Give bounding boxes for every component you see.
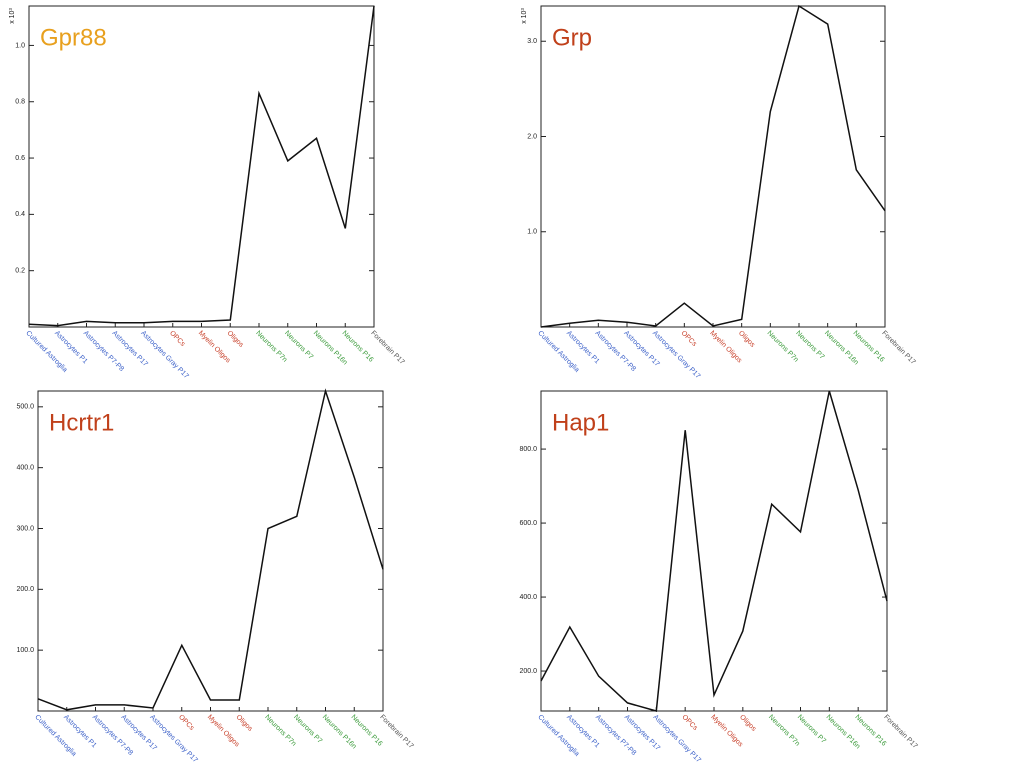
plot-frame: [28, 5, 375, 328]
x-tick-label: Neurons P7n: [263, 714, 297, 748]
y-tick-label: 2.0: [527, 133, 537, 140]
y-tick-label: 3.0: [527, 38, 537, 45]
y-tick-label: 200.0: [16, 586, 34, 593]
y-axis-label: x 10³: [521, 8, 528, 24]
plot-frame: [37, 390, 384, 712]
data-line: [37, 388, 384, 711]
x-tick-label: Astrocytes Gray P17: [148, 714, 198, 764]
y-tick-label: 1.0: [527, 229, 537, 236]
x-tick-label: Astrocytes Gray P17: [651, 330, 701, 380]
y-tick-label: 0.8: [15, 99, 25, 106]
x-tick-label: OPCs: [680, 714, 699, 733]
x-tick-label: Forebrain P17: [882, 714, 918, 750]
y-tick-label: 200.0: [519, 668, 537, 675]
y-axis-label: x 10³: [9, 8, 16, 24]
x-tick-label: Forebrain P17: [369, 330, 405, 366]
plot-frame: [540, 390, 888, 712]
x-tick-label: Forebrain P17: [378, 714, 414, 750]
chart-title: Hcrtr1: [49, 409, 114, 436]
x-tick-label: Neurons P7: [794, 330, 825, 361]
x-tick-label: OPCs: [680, 330, 699, 349]
chart-title: Grp: [552, 24, 592, 51]
y-tick-label: 600.0: [519, 520, 537, 527]
y-tick-label: 0.4: [15, 211, 25, 218]
x-tick-label: Oligos: [737, 330, 756, 349]
y-tick-label: 500.0: [16, 404, 34, 411]
chart-title: Gpr88: [40, 24, 107, 51]
y-tick-label: 1.0: [15, 42, 25, 49]
x-tick-label: Neurons P7: [283, 330, 314, 361]
x-tick-label: Neurons P7: [796, 714, 827, 745]
y-tick-label: 400.0: [16, 464, 34, 471]
y-tick-label: 0.2: [15, 268, 25, 275]
x-tick-label: OPCs: [177, 714, 196, 733]
data-line: [28, 5, 375, 327]
x-tick-label: Neurons P7n: [767, 714, 801, 748]
x-tick-label: Astrocytes Gray P17: [652, 714, 702, 764]
x-tick-label: Oligos: [738, 714, 757, 733]
y-tick-label: 300.0: [16, 525, 34, 532]
data-line: [540, 4, 886, 328]
chart-title: Hap1: [552, 409, 609, 436]
y-tick-label: 400.0: [519, 594, 537, 601]
plot-frame: [540, 5, 886, 328]
x-tick-label: Astrocytes Gray P17: [139, 330, 189, 380]
x-tick-label: Oligos: [235, 714, 254, 733]
x-tick-label: Neurons P7: [292, 714, 323, 745]
x-tick-label: Oligos: [226, 330, 245, 349]
x-tick-label: Neurons P7n: [254, 330, 288, 364]
data-line: [540, 390, 888, 712]
y-tick-label: 800.0: [519, 446, 537, 453]
x-tick-label: OPCs: [168, 330, 187, 349]
y-tick-label: 100.0: [16, 647, 34, 654]
x-tick-label: Forebrain P17: [880, 330, 916, 366]
y-tick-label: 0.6: [15, 155, 25, 162]
